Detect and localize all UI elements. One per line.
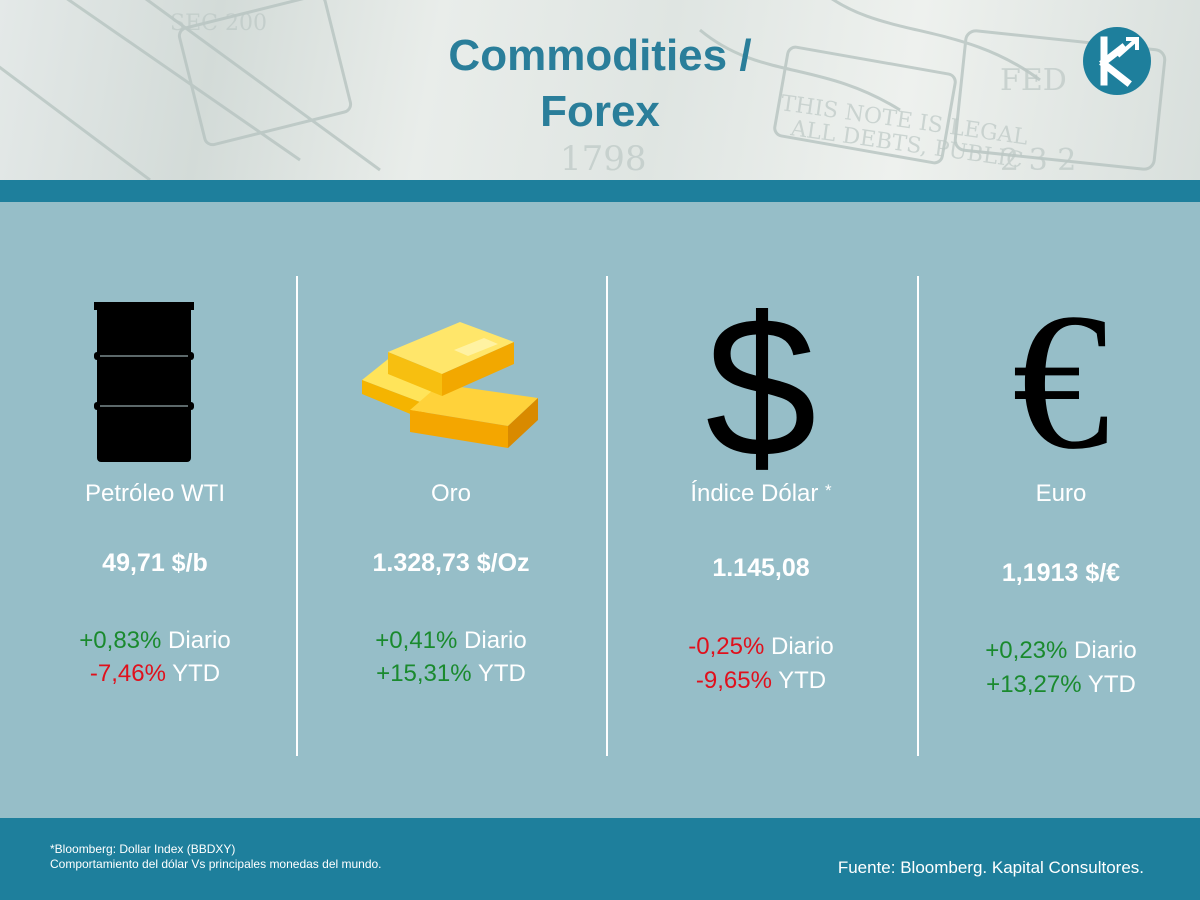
header-banner: SEC 200 THIS NOTE IS LEGAL ALL DEBTS, PU… <box>0 0 1200 180</box>
column-divider <box>917 276 919 756</box>
asset-column-euro: € Euro 1,1913 $/€ +0,23% Diario +13,27% … <box>906 202 1200 818</box>
kapital-logo <box>1083 27 1151 95</box>
svg-text:2 3 2: 2 3 2 <box>1000 143 1076 178</box>
daily-change-label: Diario <box>464 627 527 654</box>
ytd-change-label: YTD <box>477 660 526 687</box>
daily-change-value: -0,25% <box>688 633 765 660</box>
asset-column-oro: Oro 1.328,73 $/Oz +0,41% Diario +15,31% … <box>296 202 606 818</box>
daily-change-row: +0,23% Diario <box>906 634 1200 667</box>
ytd-change-label: YTD <box>172 660 221 687</box>
ytd-change-value: +15,31% <box>376 660 472 687</box>
footnote-line-2: Comportamiento del dólar Vs principales … <box>50 857 382 871</box>
svg-text:1798: 1798 <box>560 139 647 179</box>
euro-sign-icon: € <box>906 284 1200 480</box>
asset-name-asterisk: * <box>825 481 832 500</box>
daily-change-row: +0,41% Diario <box>296 624 606 657</box>
daily-change-label: Diario <box>1074 637 1137 664</box>
asset-value: 1.328,73 $/Oz <box>372 549 530 577</box>
daily-change-value: +0,83% <box>79 627 162 654</box>
title-line-2: Forex <box>540 87 660 136</box>
ytd-change-value: -7,46% <box>89 660 166 687</box>
asset-name: Petróleo WTI <box>84 480 226 507</box>
footnote: *Bloomberg: Dollar Index (BBDXY) Comport… <box>50 842 382 872</box>
asset-column-dolar: $ Índice Dólar * 1.145,08 -0,25% Diario … <box>606 202 916 818</box>
daily-change-value: +0,41% <box>375 627 458 654</box>
column-divider <box>296 276 298 756</box>
ytd-change-row: +15,31% YTD <box>296 657 606 690</box>
dollar-glyph: $ <box>705 276 817 499</box>
asset-name: Euro <box>1035 480 1087 507</box>
ytd-change-row: -9,65% YTD <box>606 664 916 697</box>
title-line-1: Commodities / <box>448 31 752 80</box>
daily-change-row: +0,83% Diario <box>0 624 310 657</box>
asset-value: 1.145,08 <box>712 554 810 582</box>
column-divider <box>606 276 608 756</box>
asset-name-text: Índice Dólar <box>690 480 819 507</box>
source-credit: Fuente: Bloomberg. Kapital Consultores. <box>837 858 1144 877</box>
ytd-change-label: YTD <box>778 667 827 694</box>
ytd-change-row: +13,27% YTD <box>906 668 1200 701</box>
footer-band: *Bloomberg: Dollar Index (BBDXY) Comport… <box>0 818 1200 900</box>
asset-name: Índice Dólar * <box>606 480 916 508</box>
asset-value: 49,71 $/b <box>102 549 208 577</box>
daily-change-row: -0,25% Diario <box>606 630 916 663</box>
svg-text:FED: FED <box>1000 63 1067 98</box>
page-title: Commodities / Forex <box>300 28 900 140</box>
header-band <box>0 180 1200 202</box>
gold-bars-icon <box>296 288 606 468</box>
ytd-change-value: -9,65% <box>695 667 772 694</box>
euro-glyph: € <box>1012 273 1110 490</box>
daily-change-value: +0,23% <box>985 637 1068 664</box>
ytd-change-label: YTD <box>1087 671 1136 698</box>
ytd-change-row: -7,46% YTD <box>0 657 310 690</box>
dollar-sign-icon: $ <box>606 288 916 488</box>
oil-barrel-icon <box>0 288 310 468</box>
asset-value: 1,1913 $/€ <box>1001 559 1121 587</box>
main-panel <box>0 202 1200 818</box>
daily-change-label: Diario <box>771 633 834 660</box>
footnote-line-1: *Bloomberg: Dollar Index (BBDXY) <box>50 842 236 856</box>
asset-column-wti: Petróleo WTI 49,71 $/b +0,83% Diario -7,… <box>0 202 310 818</box>
ytd-change-value: +13,27% <box>986 671 1082 698</box>
daily-change-label: Diario <box>168 627 231 654</box>
asset-name: Oro <box>430 480 471 507</box>
svg-text:SEC 200: SEC 200 <box>170 11 267 36</box>
banknotes-background-image: SEC 200 THIS NOTE IS LEGAL ALL DEBTS, PU… <box>0 0 1167 180</box>
